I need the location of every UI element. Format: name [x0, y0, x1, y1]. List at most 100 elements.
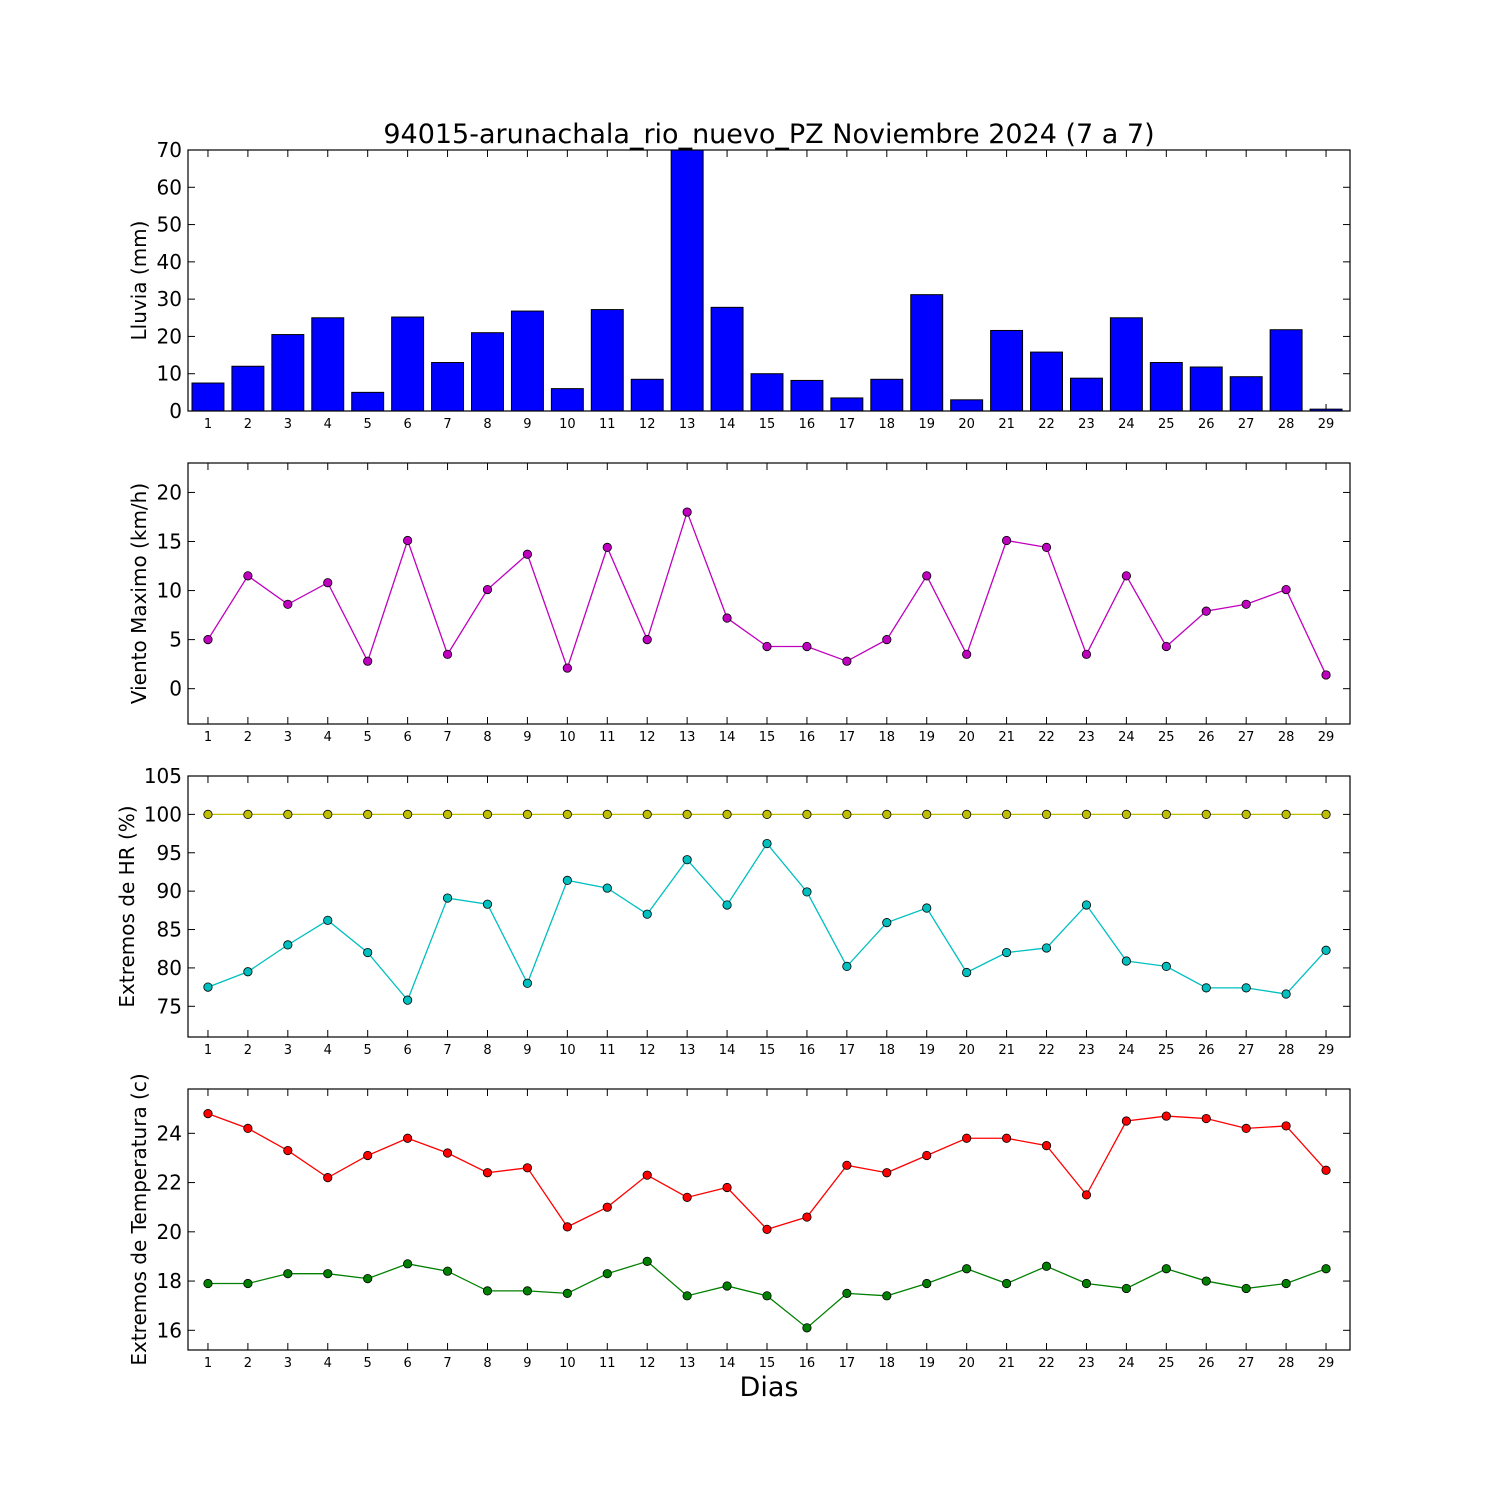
data-point: [802, 887, 812, 897]
y-tick-label: 0: [169, 399, 182, 423]
x-tick-label: 24: [1118, 730, 1135, 745]
data-point: [1041, 809, 1052, 819]
x-tick-label: 13: [679, 1356, 696, 1371]
x-tick-label: 7: [443, 1356, 451, 1371]
data-point: [283, 1269, 293, 1279]
bar: [391, 316, 425, 411]
x-tick-label: 6: [403, 1043, 411, 1058]
x-tick-label: 12: [639, 1356, 656, 1371]
data-point: [363, 809, 373, 819]
data-point: [1201, 809, 1211, 819]
series-line: [207, 842, 1327, 1002]
y-tick-label: 80: [157, 956, 182, 980]
data-point: [642, 909, 652, 919]
x-tick-label: 19: [918, 417, 935, 432]
x-tick-label: 1: [204, 417, 212, 432]
y-tick-label: 100: [144, 802, 182, 826]
bar: [870, 378, 904, 411]
data-point: [1161, 1264, 1171, 1274]
y-tick-label: 22: [157, 1171, 182, 1195]
x-tick-label: 26: [1198, 730, 1215, 745]
data-point: [363, 1273, 373, 1284]
data-point: [1081, 900, 1092, 910]
x-tick-label: 24: [1118, 1356, 1135, 1371]
data-point: [403, 809, 413, 819]
data-point: [243, 967, 253, 977]
x-tick-label: 21: [998, 417, 1015, 432]
data-point: [882, 809, 892, 819]
bar: [710, 306, 744, 411]
data-point: [842, 961, 852, 971]
x-tick-label: 16: [799, 730, 816, 745]
x-tick-label: 25: [1158, 1356, 1175, 1371]
x-tick-label: 1: [204, 1356, 212, 1371]
x-tick-label: 28: [1278, 730, 1295, 745]
bar: [790, 379, 824, 411]
data-point: [602, 1269, 612, 1279]
data-point: [1121, 571, 1131, 581]
x-tick-label: 10: [559, 730, 576, 745]
x-tick-label: 20: [958, 417, 975, 432]
bar: [311, 317, 345, 411]
data-point: [642, 635, 652, 645]
bar: [670, 150, 704, 411]
data-point: [482, 1286, 493, 1296]
data-point: [1321, 1165, 1331, 1175]
x-tick-label: 23: [1078, 1356, 1095, 1371]
data-point: [522, 809, 533, 819]
data-point: [1081, 1278, 1092, 1289]
x-tick-label: 18: [879, 1043, 896, 1058]
data-point: [882, 1168, 892, 1178]
x-tick-label: 4: [324, 417, 332, 432]
data-point: [1081, 649, 1092, 659]
x-tick-label: 14: [719, 417, 736, 432]
x-tick-label: 14: [719, 1356, 736, 1371]
data-point: [1281, 1121, 1291, 1131]
x-tick-label: 28: [1278, 1356, 1295, 1371]
data-point: [442, 649, 453, 659]
data-point: [1321, 670, 1331, 680]
data-point: [1041, 542, 1052, 552]
data-point: [1201, 983, 1211, 993]
x-tick-label: 15: [759, 1356, 776, 1371]
data-point: [562, 809, 572, 819]
plot-area: [203, 809, 1331, 1005]
data-point: [1001, 535, 1012, 546]
x-tick-label: 18: [879, 417, 896, 432]
data-point: [722, 613, 732, 623]
x-tick-label: 8: [483, 1356, 491, 1371]
axes-frame: [187, 775, 1351, 1038]
x-tick-label: 2: [244, 417, 252, 432]
x-tick-label: 7: [443, 1043, 451, 1058]
data-point: [363, 1150, 373, 1161]
x-tick-label: 16: [799, 1043, 816, 1058]
data-point: [1281, 1278, 1291, 1289]
x-tick-label: 22: [1038, 1043, 1055, 1058]
data-point: [323, 1269, 333, 1279]
x-tick-label: 23: [1078, 417, 1095, 432]
y-tick-label: 60: [157, 175, 182, 199]
x-tick-label: 21: [998, 730, 1015, 745]
data-point: [962, 649, 972, 659]
data-point: [602, 809, 612, 819]
y-tick-label: 15: [157, 529, 182, 553]
x-tick-label: 17: [839, 417, 856, 432]
x-tick-label: 16: [799, 417, 816, 432]
x-tick-label: 21: [998, 1356, 1015, 1371]
x-tick-label: 25: [1158, 1043, 1175, 1058]
x-tick-label: 18: [879, 730, 896, 745]
data-point: [922, 571, 932, 581]
x-tick-label: 25: [1158, 730, 1175, 745]
data-point: [203, 809, 213, 819]
data-point: [802, 809, 812, 819]
data-point: [1001, 947, 1012, 958]
data-point: [1001, 809, 1012, 819]
x-tick-label: 5: [364, 1356, 372, 1371]
data-point: [962, 809, 972, 819]
x-tick-label: 9: [523, 1043, 531, 1058]
y-tick-label: 90: [157, 879, 182, 903]
data-point: [962, 1264, 972, 1274]
bar: [1069, 377, 1103, 411]
data-point: [562, 1288, 572, 1298]
